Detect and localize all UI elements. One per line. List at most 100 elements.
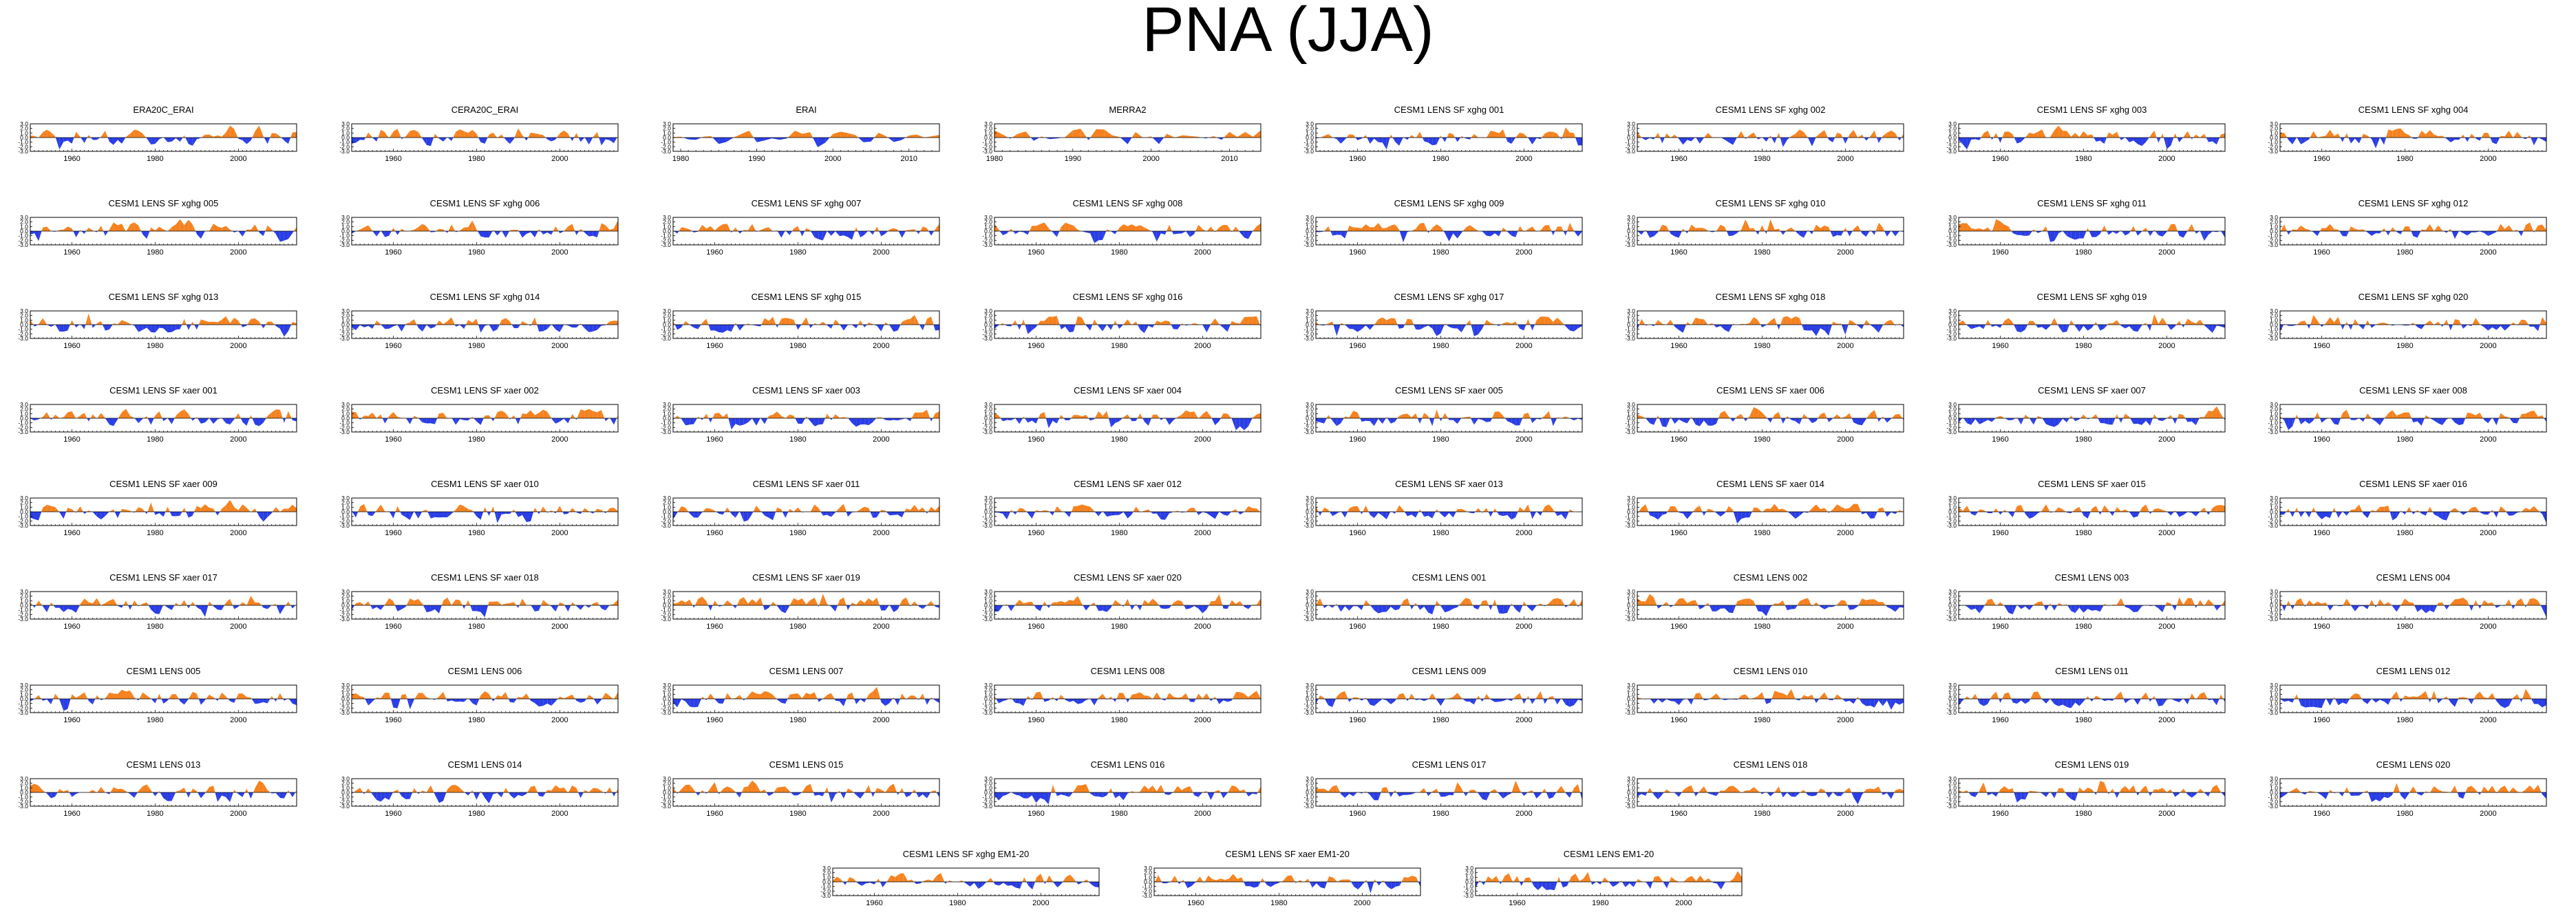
negative-anomaly [33,325,35,327]
negative-anomaly [180,325,182,329]
positive-anomaly [2133,226,2136,231]
positive-anomaly [1992,219,1997,231]
positive-anomaly [1515,321,1518,325]
negative-anomaly [694,231,699,233]
positive-anomaly [1347,226,1350,231]
positive-anomaly [855,135,859,138]
negative-anomaly [352,138,356,144]
y-tick-label: 1.0 [1627,129,1635,136]
positive-anomaly [835,319,840,325]
positive-anomaly [1169,224,1172,231]
positive-anomaly [2301,321,2306,325]
y-tick-label: -2.0 [18,330,28,337]
positive-anomaly [706,318,709,325]
negative-anomaly [2459,231,2464,233]
negative-anomaly [1803,325,1808,331]
negative-anomaly [1332,231,1337,236]
positive-anomaly [2297,321,2301,325]
negative-anomaly [1733,231,1738,236]
negative-anomaly [1086,325,1091,331]
positive-anomaly [2008,226,2012,231]
positive-anomaly [593,131,597,138]
positive-anomaly [2054,125,2059,138]
x-tick-label: 2000 [2158,248,2175,257]
negative-anomaly [1963,138,1968,150]
negative-anomaly [230,418,235,425]
y-tick-label: -3.0 [18,429,28,435]
negative-anomaly [522,231,526,238]
positive-anomaly [1326,323,1329,325]
negative-anomaly [261,325,264,329]
negative-anomaly [2208,231,2213,235]
negative-anomaly [728,418,732,430]
positive-anomaly [393,129,398,138]
y-tick-label: 2.0 [1306,125,1314,132]
positive-anomaly [2484,133,2489,138]
negative-anomaly [1131,418,1136,422]
negative-anomaly [2467,138,2470,142]
positive-anomaly [1009,228,1012,231]
positive-anomaly [1683,228,1685,231]
negative-anomaly [1171,231,1174,235]
positive-anomaly [526,410,531,418]
negative-anomaly [464,418,469,421]
positive-anomaly [765,318,769,325]
panel-title: CESM1 LENS SF xghg 001 [1394,105,1504,115]
negative-anomaly [96,231,98,233]
positive-anomaly [1469,416,1471,418]
negative-anomaly [738,231,740,234]
positive-anomaly [1534,320,1537,325]
negative-anomaly [2089,231,2092,237]
negative-anomaly [555,418,560,424]
negative-anomaly [2443,231,2447,233]
negative-anomaly [1660,138,1663,144]
positive-anomaly [513,415,515,418]
positive-anomaly [2405,133,2409,138]
positive-anomaly [2004,224,2009,231]
positive-anomaly [1164,321,1169,325]
negative-anomaly [685,418,690,426]
negative-anomaly [63,325,68,332]
negative-anomaly [2096,231,2100,237]
negative-anomaly [739,325,744,331]
x-tick-label: 1960 [63,342,80,350]
y-tick-label: 3.0 [1306,214,1314,221]
positive-anomaly [39,132,43,138]
negative-anomaly [831,325,833,329]
positive-anomaly [1858,225,1861,231]
negative-anomaly [2075,231,2080,240]
negative-anomaly [155,325,160,333]
positive-anomaly [2002,131,2005,138]
positive-anomaly [252,131,255,138]
negative-anomaly [368,325,373,329]
negative-anomaly [240,325,243,327]
negative-anomaly [1024,418,1028,423]
positive-anomaly [597,131,599,138]
positive-anomaly [1720,224,1725,231]
positive-anomaly [1328,226,1331,231]
positive-anomaly [1424,413,1429,418]
negative-anomaly [2147,231,2151,237]
positive-anomaly [1167,224,1169,231]
positive-anomaly [752,224,756,231]
negative-anomaly [822,418,826,424]
negative-anomaly [526,231,531,234]
negative-anomaly [195,231,197,235]
positive-anomaly [2367,320,2370,325]
positive-anomaly [579,323,581,325]
positive-anomaly [1416,131,1420,138]
positive-anomaly [747,224,752,231]
positive-anomaly [1557,226,1562,231]
y-tick-label: 0.0 [663,415,671,422]
positive-anomaly [472,220,477,231]
y-tick-label: 1.0 [20,410,28,417]
positive-anomaly [472,129,477,138]
positive-anomaly [217,319,222,325]
positive-anomaly [822,321,827,325]
positive-anomaly [1231,321,1236,325]
negative-anomaly [1219,418,1221,422]
positive-anomaly [535,413,540,418]
negative-anomaly [1453,231,1458,239]
positive-anomaly [855,227,857,231]
negative-anomaly [515,418,518,425]
